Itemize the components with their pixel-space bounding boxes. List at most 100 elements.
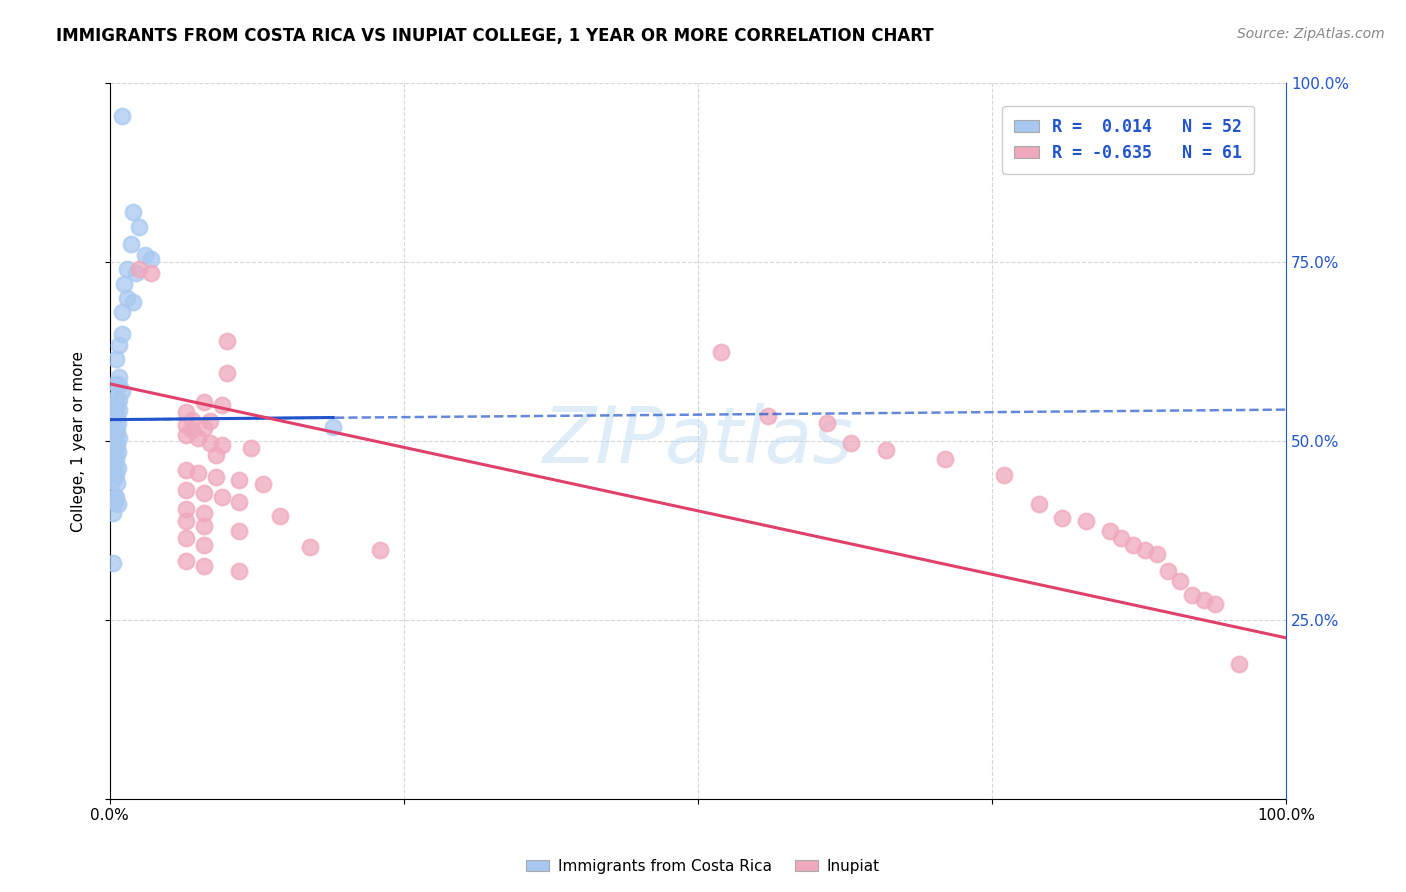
Point [103, 421, 125, 435]
Point [211, 398, 233, 412]
Point [107, 445, 129, 459]
Point [125, 266, 148, 280]
Point [181, 412, 204, 426]
Point [176, 514, 198, 528]
Point [1098, 524, 1121, 538]
Point [134, 248, 156, 262]
Point [204, 449, 226, 463]
Point [1227, 657, 1250, 672]
Text: Source: ZipAtlas.com: Source: ZipAtlas.com [1237, 27, 1385, 41]
Point [103, 409, 125, 423]
Point [103, 495, 125, 509]
Point [128, 219, 150, 234]
Point [217, 334, 239, 348]
Legend: Immigrants from Costa Rica, Inupiat: Immigrants from Costa Rica, Inupiat [520, 853, 886, 880]
Point [322, 419, 344, 434]
Point [193, 485, 215, 500]
Point [104, 428, 127, 442]
Point [122, 294, 145, 309]
Point [103, 394, 125, 409]
Point [193, 559, 215, 574]
Point [815, 416, 838, 430]
Point [269, 509, 291, 524]
Point [107, 416, 129, 430]
Point [193, 518, 215, 533]
Text: ZIPatlas: ZIPatlas [543, 403, 853, 479]
Point [1181, 588, 1204, 602]
Point [370, 542, 392, 557]
Point [228, 564, 250, 578]
Point [117, 262, 139, 277]
Point [104, 452, 127, 467]
Point [122, 205, 145, 219]
Point [1192, 593, 1215, 607]
Point [112, 277, 135, 291]
Point [110, 305, 132, 319]
Point [187, 430, 209, 444]
Point [108, 337, 131, 351]
Point [128, 262, 150, 277]
Point [176, 554, 198, 568]
Point [934, 452, 956, 467]
Point [139, 252, 162, 266]
Point [211, 438, 233, 452]
Point [105, 438, 128, 452]
Point [217, 366, 239, 380]
Text: IMMIGRANTS FROM COSTA RICA VS INUPIAT COLLEGE, 1 YEAR OR MORE CORRELATION CHART: IMMIGRANTS FROM COSTA RICA VS INUPIAT CO… [56, 27, 934, 45]
Point [1146, 547, 1168, 561]
Point [139, 266, 162, 280]
Point [103, 488, 125, 502]
Point [104, 351, 127, 366]
Point [105, 397, 128, 411]
Point [107, 497, 129, 511]
Point [193, 538, 215, 552]
Point [108, 369, 131, 384]
Point [176, 418, 198, 433]
Point [103, 435, 125, 450]
Point [103, 442, 125, 457]
Point [110, 109, 132, 123]
Point [198, 435, 221, 450]
Point [1204, 597, 1226, 611]
Point [104, 490, 127, 504]
Point [1133, 542, 1156, 557]
Point [176, 483, 198, 497]
Point [104, 391, 127, 405]
Point [193, 506, 215, 520]
Point [193, 394, 215, 409]
Point [120, 237, 142, 252]
Point [1157, 564, 1180, 578]
Point [1074, 514, 1097, 528]
Point [104, 468, 127, 483]
Point [298, 540, 321, 554]
Point [105, 423, 128, 437]
Point [1122, 538, 1144, 552]
Point [758, 409, 780, 423]
Point [839, 435, 862, 450]
Point [104, 376, 127, 391]
Point [108, 430, 131, 444]
Point [710, 344, 733, 359]
Point [105, 410, 128, 425]
Point [1168, 574, 1191, 588]
Point [103, 474, 125, 488]
Point [176, 428, 198, 442]
Point [108, 403, 131, 417]
Point [103, 414, 125, 428]
Point [176, 502, 198, 516]
Point [1028, 497, 1050, 511]
Point [103, 467, 125, 481]
Point [1111, 531, 1133, 545]
Point [993, 468, 1015, 483]
Point [198, 414, 221, 428]
Point [105, 475, 128, 490]
Point [103, 459, 125, 474]
Point [204, 470, 226, 484]
Point [240, 442, 263, 456]
Point [110, 384, 132, 398]
Point [103, 556, 125, 570]
Point [108, 378, 131, 392]
Y-axis label: College, 1 year or more: College, 1 year or more [72, 351, 86, 532]
Point [107, 461, 129, 475]
Point [103, 450, 125, 464]
